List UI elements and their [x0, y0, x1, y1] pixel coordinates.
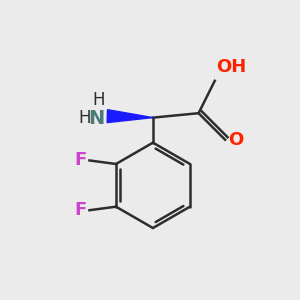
Polygon shape	[107, 110, 153, 123]
Text: OH: OH	[216, 58, 247, 76]
Text: H: H	[79, 109, 91, 127]
Text: H: H	[92, 91, 105, 109]
Text: F: F	[74, 152, 86, 169]
Text: N: N	[88, 109, 104, 128]
Text: F: F	[74, 201, 86, 219]
Text: O: O	[229, 131, 244, 149]
